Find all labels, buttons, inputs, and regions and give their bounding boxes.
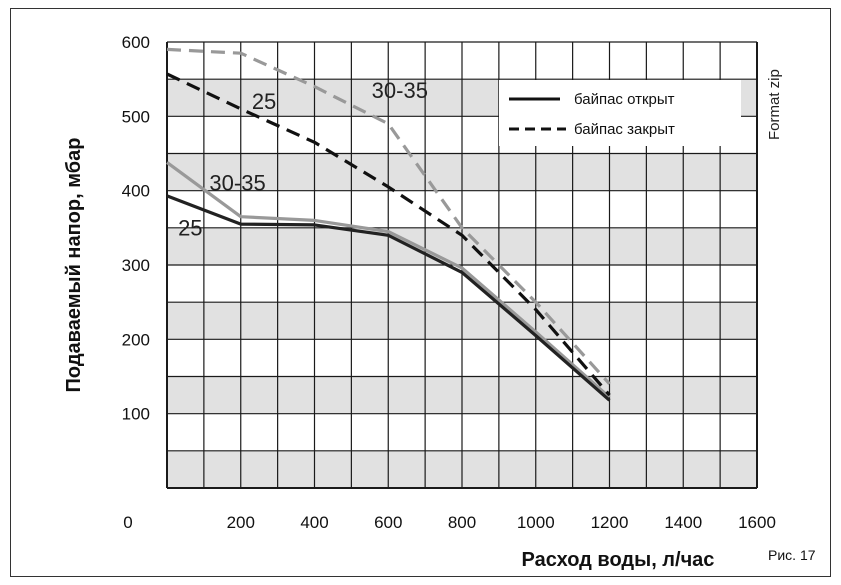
x-tick-label: 0 bbox=[123, 513, 132, 532]
y-tick-label: 500 bbox=[122, 107, 150, 126]
figure-frame bbox=[10, 8, 831, 577]
annotation-25-open: 25 bbox=[178, 215, 202, 240]
y-tick-label: 400 bbox=[122, 182, 150, 201]
x-tick-label: 200 bbox=[227, 513, 255, 532]
x-tick-label: 800 bbox=[448, 513, 476, 532]
y-tick-label: 600 bbox=[122, 33, 150, 52]
annotation-25-closed: 25 bbox=[252, 89, 276, 114]
y-tick-label: 300 bbox=[122, 256, 150, 275]
y-axis-title: Подаваемый напор, мбар bbox=[63, 138, 85, 393]
y-tick-label: 200 bbox=[122, 330, 150, 349]
x-tick-label: 600 bbox=[374, 513, 402, 532]
figure-label: Рис. 17 bbox=[768, 547, 816, 563]
x-tick-label: 400 bbox=[300, 513, 328, 532]
plot-series bbox=[166, 47, 611, 402]
x-tick-label: 1000 bbox=[517, 513, 555, 532]
legend-box bbox=[499, 80, 741, 146]
legend-label-closed: байпас закрыт bbox=[574, 121, 675, 138]
series-line-solid-1 bbox=[166, 161, 611, 399]
x-axis-title: Расход воды, л/час bbox=[522, 549, 715, 571]
series-line-solid-0 bbox=[166, 194, 611, 402]
legend: байпас открыт байпас закрыт bbox=[499, 80, 741, 146]
annotation-30-35-closed: 30-35 bbox=[372, 78, 428, 103]
series-line-dashed-3 bbox=[166, 47, 611, 385]
legend-label-open: байпас открыт bbox=[574, 91, 675, 108]
x-tick-label: 1400 bbox=[664, 513, 702, 532]
side-label: Format zip bbox=[766, 69, 783, 140]
annotation-30-35-open: 30-35 bbox=[209, 171, 265, 196]
x-tick-label: 1600 bbox=[738, 513, 776, 532]
y-tick-label: 100 bbox=[122, 405, 150, 424]
tick-labels: 0 200 400 600 800 1000 1200 1400 1600 100 200 300 40… bbox=[122, 33, 776, 532]
series-line-dashed-2 bbox=[166, 72, 611, 397]
x-tick-label: 1200 bbox=[591, 513, 629, 532]
